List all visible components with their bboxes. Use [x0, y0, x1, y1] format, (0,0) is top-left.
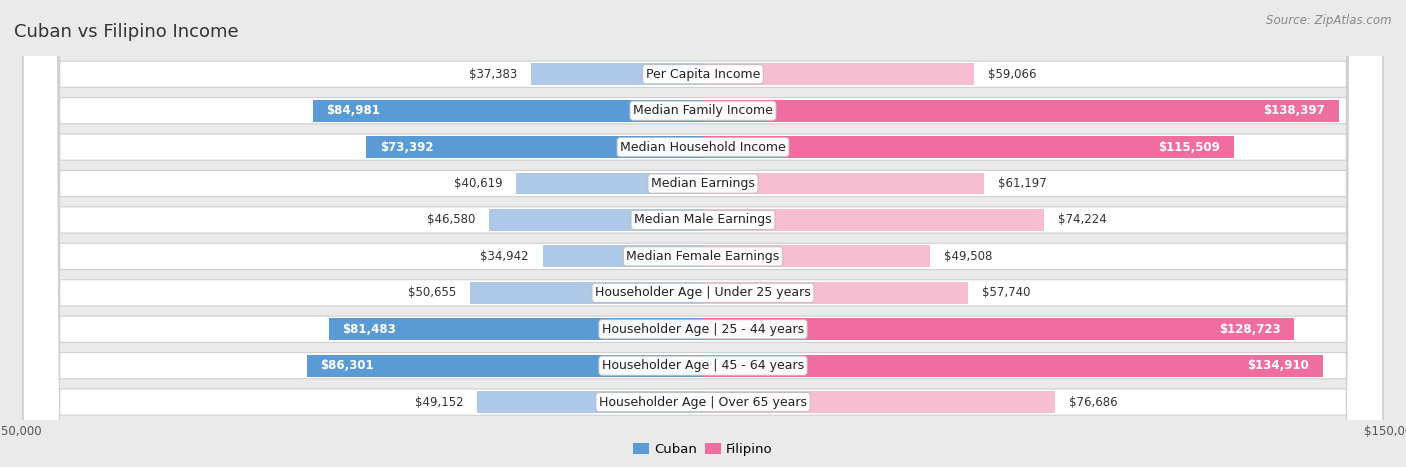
- Bar: [329, 318, 703, 340]
- Text: $61,197: $61,197: [998, 177, 1046, 190]
- Bar: [516, 173, 703, 194]
- Bar: [312, 100, 703, 121]
- Text: $37,383: $37,383: [470, 68, 517, 81]
- Text: $73,392: $73,392: [380, 141, 433, 154]
- FancyBboxPatch shape: [24, 0, 1382, 467]
- Bar: [703, 355, 1323, 376]
- FancyBboxPatch shape: [24, 0, 1382, 467]
- Text: $115,509: $115,509: [1159, 141, 1220, 154]
- Bar: [471, 282, 703, 304]
- Bar: [543, 246, 703, 267]
- Bar: [703, 136, 1233, 158]
- FancyBboxPatch shape: [24, 0, 1382, 467]
- FancyBboxPatch shape: [24, 0, 1382, 467]
- Text: $134,910: $134,910: [1247, 359, 1309, 372]
- Bar: [703, 282, 969, 304]
- Bar: [489, 209, 703, 231]
- Text: Median Male Earnings: Median Male Earnings: [634, 213, 772, 226]
- Text: Householder Age | 25 - 44 years: Householder Age | 25 - 44 years: [602, 323, 804, 336]
- Text: $138,397: $138,397: [1263, 104, 1324, 117]
- Text: Householder Age | Over 65 years: Householder Age | Over 65 years: [599, 396, 807, 409]
- Text: $40,619: $40,619: [454, 177, 503, 190]
- Text: $57,740: $57,740: [981, 286, 1031, 299]
- Text: Median Household Income: Median Household Income: [620, 141, 786, 154]
- Text: Householder Age | 45 - 64 years: Householder Age | 45 - 64 years: [602, 359, 804, 372]
- Bar: [703, 318, 1294, 340]
- FancyBboxPatch shape: [24, 0, 1382, 467]
- Text: $81,483: $81,483: [343, 323, 396, 336]
- Text: $49,152: $49,152: [415, 396, 464, 409]
- FancyBboxPatch shape: [24, 0, 1382, 467]
- FancyBboxPatch shape: [24, 0, 1382, 467]
- Bar: [307, 355, 703, 376]
- FancyBboxPatch shape: [24, 0, 1382, 467]
- Bar: [477, 391, 703, 413]
- Text: $49,508: $49,508: [945, 250, 993, 263]
- Text: Median Family Income: Median Family Income: [633, 104, 773, 117]
- Text: $76,686: $76,686: [1069, 396, 1118, 409]
- Text: $128,723: $128,723: [1219, 323, 1281, 336]
- Bar: [703, 209, 1043, 231]
- Legend: Cuban, Filipino: Cuban, Filipino: [628, 438, 778, 461]
- FancyBboxPatch shape: [24, 0, 1382, 467]
- Text: Median Female Earnings: Median Female Earnings: [627, 250, 779, 263]
- Text: $46,580: $46,580: [427, 213, 475, 226]
- Text: $59,066: $59,066: [988, 68, 1036, 81]
- Bar: [531, 64, 703, 85]
- Text: Median Earnings: Median Earnings: [651, 177, 755, 190]
- Text: Cuban vs Filipino Income: Cuban vs Filipino Income: [14, 23, 239, 42]
- Text: $74,224: $74,224: [1057, 213, 1107, 226]
- Bar: [703, 246, 931, 267]
- Text: $34,942: $34,942: [479, 250, 529, 263]
- Bar: [703, 391, 1056, 413]
- FancyBboxPatch shape: [24, 0, 1382, 467]
- Text: Source: ZipAtlas.com: Source: ZipAtlas.com: [1267, 14, 1392, 27]
- Bar: [703, 100, 1339, 121]
- Text: Per Capita Income: Per Capita Income: [645, 68, 761, 81]
- Text: Householder Age | Under 25 years: Householder Age | Under 25 years: [595, 286, 811, 299]
- Bar: [366, 136, 703, 158]
- Text: $84,981: $84,981: [326, 104, 381, 117]
- Bar: [703, 173, 984, 194]
- Text: $50,655: $50,655: [408, 286, 457, 299]
- Bar: [703, 64, 974, 85]
- Text: $86,301: $86,301: [321, 359, 374, 372]
